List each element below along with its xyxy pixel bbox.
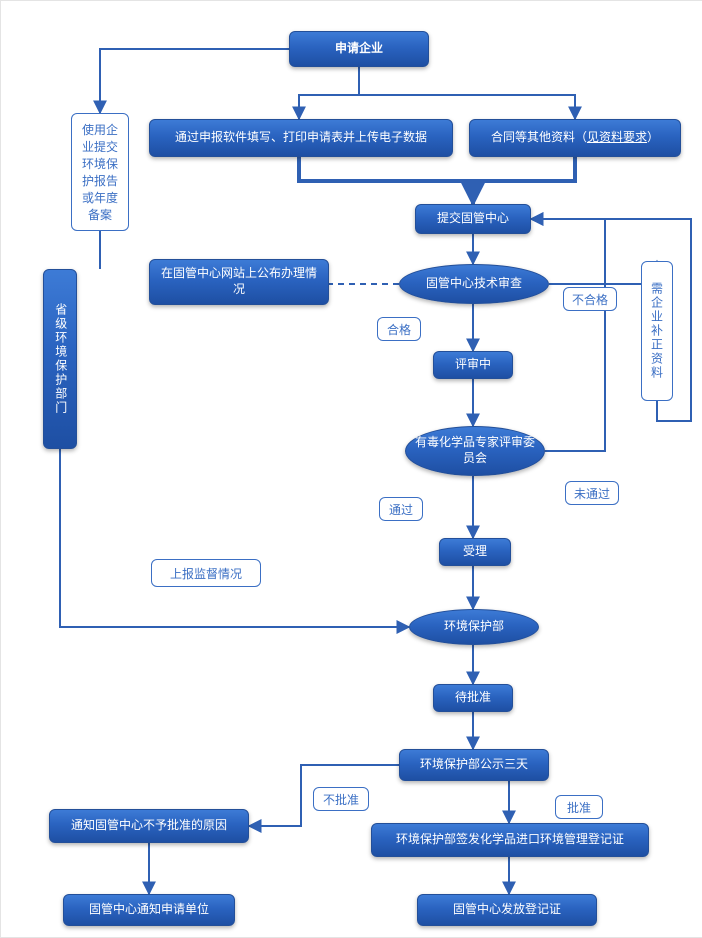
callout-report-sup: 上报监督情况 bbox=[151, 559, 261, 587]
node-label: 有毒化学品专家评审委员会 bbox=[412, 435, 538, 466]
flowchart-canvas: 申请企业 通过申报软件填写、打印申请表并上传电子数据 合同等其他资料（见资料要求… bbox=[0, 0, 702, 938]
node-label: 固管中心技术审查 bbox=[426, 276, 522, 292]
callout-approve: 批准 bbox=[555, 795, 603, 819]
node-accept: 受理 bbox=[439, 538, 511, 566]
node-label: 通过申报软件填写、打印申请表并上传电子数据 bbox=[175, 130, 427, 146]
node-label: 申请企业 bbox=[335, 41, 383, 57]
node-label: 合同等其他资料（见资料要求） bbox=[491, 130, 659, 146]
node-fill-form: 通过申报软件填写、打印申请表并上传电子数据 bbox=[149, 119, 453, 157]
node-notify-reason: 通知固管中心不予批准的原因 bbox=[49, 809, 249, 843]
node-submit: 提交固管中心 bbox=[415, 204, 531, 234]
node-label: 环境保护部公示三天 bbox=[420, 757, 528, 773]
node-label: 提交固管中心 bbox=[437, 211, 509, 227]
callout-unqualified: 不合格 bbox=[563, 287, 617, 311]
callout-label: 不批准 bbox=[323, 791, 359, 808]
node-reviewing: 评审中 bbox=[433, 351, 513, 379]
node-notify-unit: 固管中心通知申请单位 bbox=[63, 894, 235, 926]
callout-label: 不合格 bbox=[572, 291, 608, 308]
node-committee: 有毒化学品专家评审委员会 bbox=[405, 426, 545, 476]
node-label: 在固管中心网站上公布办理情况 bbox=[156, 266, 322, 297]
node-province: 省级环境保护部门 bbox=[43, 269, 77, 449]
callout-qualified: 合格 bbox=[377, 317, 421, 341]
node-start: 申请企业 bbox=[289, 31, 429, 67]
node-label: 待批准 bbox=[455, 690, 491, 706]
callout-use-report: 使用企业提交环境保护报告或年度备案 bbox=[71, 113, 129, 231]
node-label: 受理 bbox=[463, 544, 487, 560]
node-center-issue: 固管中心发放登记证 bbox=[417, 894, 597, 926]
node-label: 省级环境保护部门 bbox=[52, 303, 68, 415]
callout-label: 合格 bbox=[387, 321, 411, 338]
node-label: 环境保护部签发化学品进口环境管理登记证 bbox=[396, 832, 624, 848]
node-tech-review: 固管中心技术审查 bbox=[399, 264, 549, 304]
node-pending: 待批准 bbox=[433, 684, 513, 712]
callout-need-supply: 需企业补正资料 bbox=[641, 261, 673, 401]
callout-label: 需企业补正资料 bbox=[649, 282, 666, 380]
node-other-docs: 合同等其他资料（见资料要求） bbox=[469, 119, 681, 157]
node-label: 通知固管中心不予批准的原因 bbox=[71, 818, 227, 834]
callout-label: 未通过 bbox=[574, 485, 610, 502]
node-label: 环境保护部 bbox=[444, 619, 504, 635]
node-mep: 环境保护部 bbox=[409, 609, 539, 645]
node-issue-cert: 环境保护部签发化学品进口环境管理登记证 bbox=[371, 823, 649, 857]
callout-pass: 通过 bbox=[379, 497, 423, 521]
node-label: 评审中 bbox=[455, 357, 491, 373]
node-label: 固管中心通知申请单位 bbox=[89, 902, 209, 918]
node-publicity: 环境保护部公示三天 bbox=[399, 749, 549, 781]
node-publish: 在固管中心网站上公布办理情况 bbox=[149, 259, 329, 305]
callout-not-approve: 不批准 bbox=[313, 787, 369, 811]
callout-label: 使用企业提交环境保护报告或年度备案 bbox=[80, 121, 120, 223]
node-label: 固管中心发放登记证 bbox=[453, 902, 561, 918]
callout-not-pass: 未通过 bbox=[565, 481, 619, 505]
callout-label: 通过 bbox=[389, 501, 413, 518]
callout-label: 上报监督情况 bbox=[170, 565, 242, 582]
callout-label: 批准 bbox=[567, 799, 591, 816]
